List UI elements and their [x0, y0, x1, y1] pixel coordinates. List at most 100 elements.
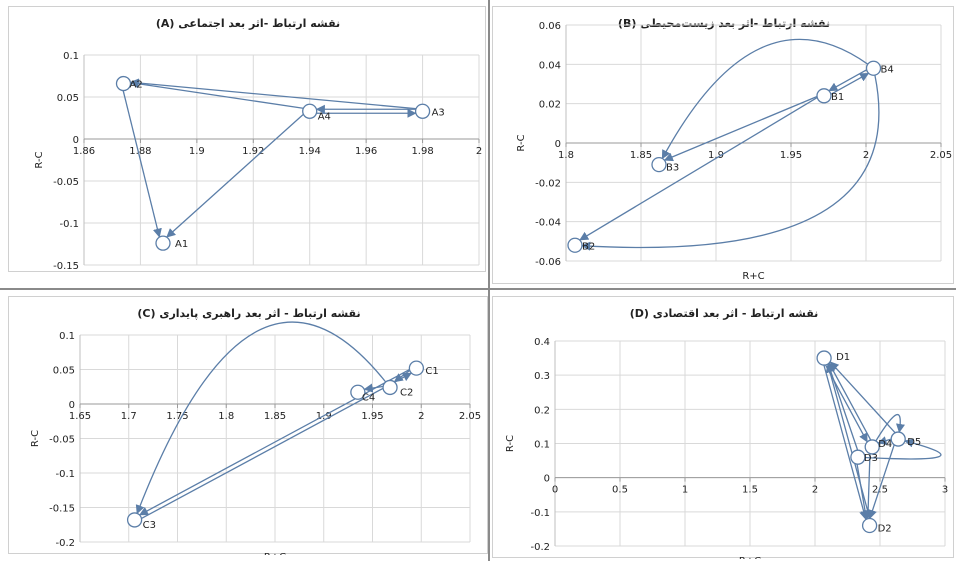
- x-tick-label: 1.96: [355, 146, 377, 157]
- arrow-b1-to-b2: [579, 97, 818, 241]
- x-tick-label: 1.92: [242, 146, 264, 157]
- arrow-d3-to-d1: [826, 363, 859, 451]
- y-axis-title: R-C: [30, 430, 41, 447]
- arrow-d4-to-d2: [863, 453, 873, 520]
- chart-title: نقشه ارتباط - اثر بعد اقتصادی (D): [630, 307, 819, 320]
- y-tick-label: 0: [73, 135, 79, 146]
- chart-svg: نقشه ارتباط - اثر بعد اقتصادی (D) -0.2 -0.…: [505, 307, 948, 559]
- x-tick-label: 2.5: [872, 485, 888, 496]
- arrow-d3-to-d2: [856, 464, 870, 520]
- x-axis-title: R+C: [742, 271, 764, 282]
- chart-title: نقشه ارتباط -اثر بعد زیست‌محیطی (B): [618, 17, 830, 30]
- point-label-a1: A1: [175, 239, 188, 250]
- x-tick-label: 1.7: [121, 411, 137, 422]
- point-label-c3: C3: [143, 520, 156, 531]
- y-tick-label: 0.1: [63, 51, 79, 62]
- arrow-d1-to-d2: [823, 365, 869, 521]
- chart-svg: نقشه ارتباط -اثر بعد اجتماعی (A) -0.15 -0.…: [34, 17, 482, 272]
- arrow-a3-to-a2: [129, 78, 416, 110]
- arrow-b4-to-b1: [828, 69, 867, 92]
- y-tick-label: -0.05: [49, 435, 75, 446]
- x-tick-label: 0.5: [612, 485, 628, 496]
- point-marker-b4: [865, 60, 882, 76]
- x-tick-label: 1.86: [73, 146, 95, 157]
- x-tick-label: 2: [812, 485, 818, 496]
- y-tick-label: 0.1: [59, 331, 75, 342]
- point-label-c4: C4: [362, 392, 375, 403]
- point-label-a4: A4: [318, 111, 331, 122]
- point-label-a3: A3: [432, 107, 445, 118]
- point-marker-c1: [408, 360, 425, 376]
- chart-svg: نقشه ارتباط -اثر بعد زیست‌محیطی (B) -0.06…: [516, 17, 952, 282]
- x-axis-title: R+C: [739, 556, 761, 559]
- y-tick-label: -0.1: [530, 508, 550, 519]
- x-tick-label: 1.9: [316, 411, 332, 422]
- panel-separator: [0, 288, 956, 290]
- arrow-d4-to-d5: [875, 413, 905, 442]
- y-tick-label: -0.1: [59, 219, 79, 230]
- arrow-c2-to-c4: [363, 383, 383, 393]
- arrow-c3-to-c1: [141, 372, 412, 519]
- y-tick-label: -0.15: [49, 504, 75, 515]
- arrows-group: [579, 38, 880, 251]
- point-label-b3: B3: [666, 163, 679, 174]
- point-marker-b1: [816, 88, 832, 104]
- x-tick-label: 1.9: [708, 150, 724, 161]
- point-marker-a3: [414, 103, 431, 119]
- arrow-d5-to-d2: [868, 444, 895, 520]
- y-tick-label: -0.05: [53, 177, 79, 188]
- y-tick-label: 0.04: [539, 60, 561, 71]
- x-tick-label: 0: [552, 485, 558, 496]
- x-tick-label: 2: [863, 150, 869, 161]
- x-tick-label: 2: [476, 146, 482, 157]
- y-tick-label: 0: [555, 139, 561, 150]
- y-tick-label: -0.15: [53, 261, 79, 272]
- x-tick-label: 1.8: [558, 150, 574, 161]
- x-tick-label: 1.95: [780, 150, 802, 161]
- point-marker-a1: [155, 235, 171, 251]
- y-tick-label: 0.3: [534, 371, 550, 382]
- x-axis-title: R+C: [264, 552, 286, 555]
- point-marker-d5: [890, 431, 906, 447]
- x-tick-label: 1.65: [69, 411, 91, 422]
- point-marker-a2: [115, 75, 132, 92]
- point-label-c1: C1: [425, 366, 438, 377]
- chart-title: نقشه ارتباط - اثر بعد راهبری پایداری (C): [137, 307, 360, 320]
- arrow-d5-to-d1: [829, 361, 896, 433]
- point-marker-c2: [382, 379, 398, 396]
- chart-svg: نقشه ارتباط - اثر بعد راهبری پایداری (C)…: [30, 307, 481, 555]
- y-tick-label: -0.04: [535, 218, 561, 229]
- point-label-d2: D2: [878, 524, 892, 535]
- point-label-d4: D4: [878, 439, 892, 450]
- y-axis-title: R-C: [505, 435, 516, 452]
- arrow-b4-to-b3: [661, 38, 869, 160]
- point-marker-b3: [651, 156, 667, 173]
- point-marker-c4: [350, 384, 366, 400]
- arrow-b1-to-b3: [663, 96, 818, 162]
- point-marker-d1: [816, 350, 832, 366]
- arrow-d4-to-d1: [828, 362, 872, 441]
- x-tick-label: 1.94: [299, 146, 321, 157]
- y-tick-label: -0.2: [530, 542, 550, 553]
- panel-separator: [488, 0, 490, 290]
- x-tick-label: 1: [682, 485, 688, 496]
- chart-panel-b: نقشه ارتباط -اثر بعد زیست‌محیطی (B) -0.06…: [492, 6, 954, 284]
- point-label-c2: C2: [400, 387, 413, 398]
- x-tick-label: 1.8: [218, 411, 234, 422]
- point-marker-d4: [864, 439, 880, 455]
- y-axis-title: R-C: [34, 151, 45, 168]
- x-tick-label: 1.9: [189, 146, 205, 157]
- x-tick-label: 1.85: [264, 411, 286, 422]
- chart-panel-c: نقشه ارتباط - اثر بعد راهبری پایداری (C)…: [8, 296, 488, 555]
- y-tick-label: 0.2: [534, 405, 550, 416]
- x-tick-label: 1.95: [361, 411, 383, 422]
- y-tick-label: -0.02: [535, 178, 561, 189]
- x-tick-label: 2: [418, 411, 424, 422]
- point-label-b2: B2: [582, 241, 595, 252]
- point-marker-a4: [302, 103, 318, 119]
- arrow-a2-to-a1: [122, 90, 162, 238]
- panel-separator: [488, 290, 490, 561]
- y-tick-label: -0.1: [55, 469, 75, 480]
- chart-panel-d: نقشه ارتباط - اثر بعد اقتصادی (D) -0.2 -0.…: [492, 296, 954, 559]
